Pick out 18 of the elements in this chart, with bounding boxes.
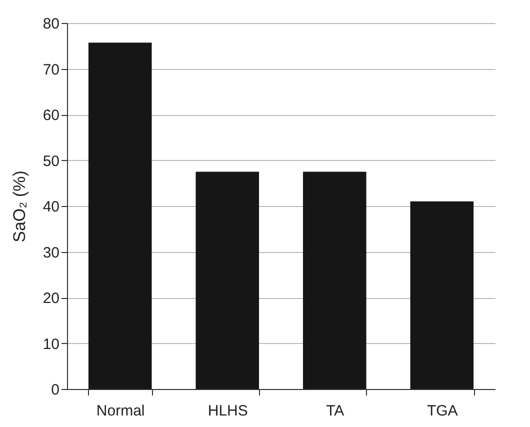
y-tick-label: 50 [42,152,60,170]
y-tick-label: 20 [42,290,60,307]
y-tick-label: 70 [42,61,60,78]
y-tick-label: 10 [42,336,60,353]
bar [196,172,260,389]
y-tick-label: 60 [42,107,60,124]
y-tick-label: 0 [51,382,60,398]
y-axis-title: SaO₂ (%) [10,170,29,242]
bar [410,201,474,389]
x-tick-label: TA [326,402,344,420]
x-tick-label: HLHS [208,402,248,420]
bar [302,172,366,389]
y-tick-label: 40 [42,198,60,216]
bar [88,42,152,389]
y-tick-label: 30 [42,244,60,262]
y-tick-label: 80 [42,16,60,32]
x-tick-label: Normal [96,402,145,420]
x-tick-label: TGA [426,402,458,420]
